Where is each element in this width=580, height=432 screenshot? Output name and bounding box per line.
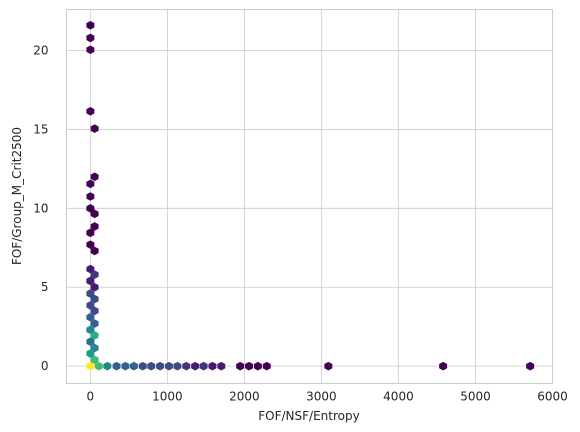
x-tick-label: 1000 (152, 390, 183, 404)
x-tick-label: 3000 (306, 390, 337, 404)
hexbin-cell (86, 349, 95, 358)
hexbin-cells (86, 20, 535, 371)
hexbin-cell (90, 270, 99, 279)
hexbin-cell (526, 361, 535, 371)
hexbin-cell (94, 361, 103, 371)
hexbin-cell (245, 361, 254, 371)
hexbin-cell (208, 361, 217, 371)
hexbin-cell (112, 361, 121, 371)
x-tick-label: 4000 (383, 390, 414, 404)
x-tick-label: 0 (87, 390, 95, 404)
x-tick-label: 2000 (229, 390, 260, 404)
hexbin-cell (324, 361, 333, 371)
hexbin-cell (86, 312, 95, 322)
hexbin-cell (86, 325, 95, 335)
x-tick-label: 5000 (460, 390, 491, 404)
hexbin-cell (86, 240, 95, 249)
x-tick-label: 6000 (537, 390, 568, 404)
hexbin-cell (86, 20, 95, 30)
hexbin-cell (90, 222, 99, 231)
hexbin-cell (121, 361, 130, 371)
hexbin-cell (86, 264, 95, 274)
hexbin-cell (86, 179, 95, 189)
hexbin-cell (182, 361, 191, 371)
y-tick-label: 20 (33, 44, 48, 58)
hexbin-cell (90, 172, 99, 182)
hexbin-cell (86, 33, 95, 43)
hexbin-cell (217, 361, 226, 371)
x-axis-label: FOF/NSF/Entropy (258, 409, 359, 423)
hexbin-cell (90, 124, 99, 133)
hexbin-cell (90, 294, 99, 304)
hexbin-cell (86, 361, 95, 371)
hexbin-cell (164, 361, 173, 371)
hexbin-cell (262, 361, 271, 371)
y-tick-label: 0 (41, 359, 49, 373)
hexbin-cell (86, 276, 95, 286)
plot-frame (66, 9, 553, 384)
hexbin-cell (138, 361, 147, 371)
hexbin-cell (90, 209, 99, 219)
y-tick-label: 5 (41, 280, 49, 294)
x-axis-ticks: 0 1000 2000 3000 4000 5000 6000 (87, 390, 568, 404)
hexbin-cell (90, 331, 99, 340)
hexbin-cell (86, 337, 95, 346)
hexbin-cell (86, 228, 95, 238)
hexbin-cell (86, 192, 95, 201)
hexbin-cell (90, 282, 99, 292)
hexbin-cell (90, 319, 99, 328)
hexbin-cell (103, 361, 112, 371)
hexbin-cell (90, 306, 99, 316)
hexbin-cell (199, 361, 208, 371)
hexbin-cell (86, 45, 95, 55)
y-axis-ticks: 0 5 10 15 20 (33, 44, 48, 374)
hexbin-cell (86, 301, 95, 310)
hexbin-cell (129, 361, 138, 371)
hexbin-cell (86, 106, 95, 116)
hexbin-cell (147, 361, 156, 371)
y-tick-label: 10 (33, 201, 48, 215)
hexbin-cell (90, 246, 99, 256)
hexbin-cell (90, 355, 99, 365)
y-axis-label: FOF/Group_M_Crit2500 (10, 127, 24, 265)
hexbin-cell (86, 204, 95, 213)
hexbin-cell (253, 361, 262, 371)
hexbin-cell (173, 361, 182, 371)
hexbin-cell (90, 343, 99, 353)
hexbin-cell (439, 361, 448, 371)
hexbin-cell (191, 361, 200, 371)
grid-lines (66, 9, 553, 384)
hexbin-cell (236, 361, 245, 371)
hexbin-cell (156, 361, 165, 371)
y-tick-label: 15 (33, 122, 48, 136)
hexbin-cell (86, 289, 95, 298)
